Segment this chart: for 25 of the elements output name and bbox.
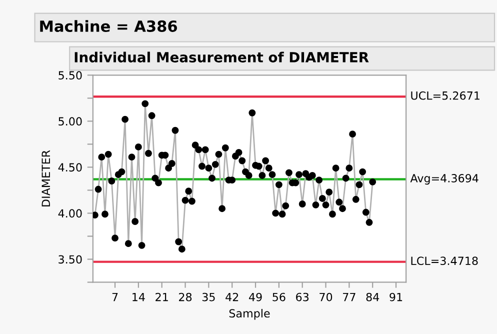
x-tick-label: 84 xyxy=(366,292,380,302)
x-tick-label: 56 xyxy=(272,292,286,302)
ref-line-label: LCL=3.4718 xyxy=(411,256,478,266)
ref-line-label: UCL=5.2671 xyxy=(411,91,480,100)
x-tick-label: 42 xyxy=(226,292,238,302)
x-tick-label: 77 xyxy=(343,292,356,302)
x-tick-label: 70 xyxy=(320,292,332,302)
x-tick-label: 21 xyxy=(156,292,168,302)
x-axis-title: Sample xyxy=(229,308,270,320)
chart-title: Machine = A386 xyxy=(40,20,178,32)
y-tick-label: 4.50 xyxy=(58,163,82,172)
x-tick-label: 49 xyxy=(248,292,262,302)
x-tick-label: 28 xyxy=(179,292,192,302)
y-tick-label: 5.50 xyxy=(58,71,82,80)
y-axis-title: DIAMETER xyxy=(42,150,50,206)
y-tick-label: 3.50 xyxy=(58,255,82,264)
x-tick-label: 63 xyxy=(296,292,309,302)
chart-subtitle: Individual Measurement of DIAMETER xyxy=(74,52,369,62)
x-tick-label: 7 xyxy=(112,292,118,302)
x-tick-label: 91 xyxy=(390,292,402,302)
y-tick-label: 5.00 xyxy=(58,117,82,126)
y-tick-label: 4.00 xyxy=(58,209,82,218)
ref-line-label: Avg=4.3694 xyxy=(410,174,478,185)
x-tick-label: 14 xyxy=(132,292,145,302)
x-tick-label: 35 xyxy=(202,292,215,302)
